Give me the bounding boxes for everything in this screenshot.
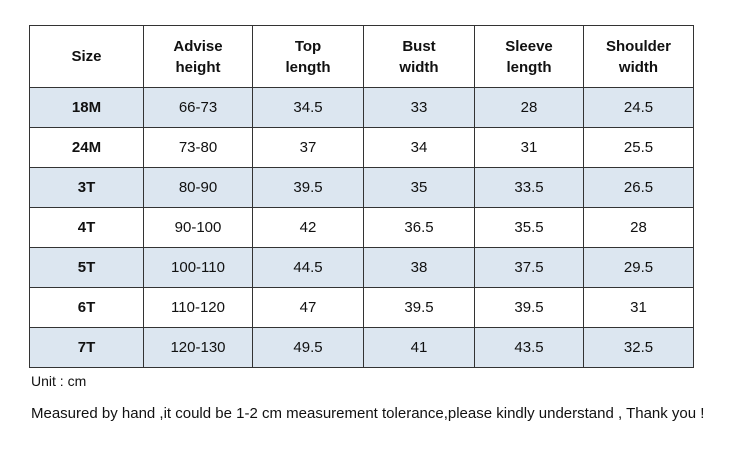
header-cell: Size [29,25,144,88]
data-cell: 41 [363,327,475,368]
data-cell: 36.5 [363,207,475,248]
header-text: height [175,58,221,76]
size-cell: 5T [29,247,144,288]
data-cell: 44.5 [252,247,364,288]
data-cell: 73-80 [143,127,253,168]
header-cell: Shoulder width [583,25,694,88]
data-row: 18M 66-73 34.5 33 28 24.5 [29,87,694,128]
data-cell: 24.5 [583,87,694,128]
data-cell: 38 [363,247,475,288]
data-cell: 28 [583,207,694,248]
data-cell: 90-100 [143,207,253,248]
data-cell: 34 [363,127,475,168]
header-cell: Bust width [363,25,475,88]
data-cell: 47 [252,287,364,328]
header-text: Sleeve [505,37,553,55]
data-cell: 31 [583,287,694,328]
data-cell: 120-130 [143,327,253,368]
data-cell: 39.5 [252,167,364,208]
data-cell: 42 [252,207,364,248]
header-row: Size Advise height Top length Bust width Sleeve… [29,25,694,88]
data-cell: 32.5 [583,327,694,368]
data-cell: 33 [363,87,475,128]
data-cell: 100-110 [143,247,253,288]
data-cell: 35 [363,167,475,208]
data-cell: 43.5 [474,327,584,368]
data-cell: 110-120 [143,287,253,328]
size-cell: 3T [29,167,144,208]
data-row: 3T 80-90 39.5 35 33.5 26.5 [29,167,694,208]
size-cell: 6T [29,287,144,328]
data-row: 4T 90-100 42 36.5 35.5 28 [29,207,694,248]
size-cell: 4T [29,207,144,248]
size-table: Size Advise height Top length Bust width Sleeve… [29,25,694,368]
data-cell: 37.5 [474,247,584,288]
data-cell: 37 [252,127,364,168]
header-cell: Top length [252,25,364,88]
data-row: 7T 120-130 49.5 41 43.5 32.5 [29,327,694,368]
data-row: 5T 100-110 44.5 38 37.5 29.5 [29,247,694,288]
data-row: 6T 110-120 47 39.5 39.5 31 [29,287,694,328]
header-text: Bust [402,37,436,55]
header-text: width [399,58,439,76]
header-text: Size [71,48,102,65]
size-cell: 24M [29,127,144,168]
data-cell: 31 [474,127,584,168]
data-cell: 80-90 [143,167,253,208]
data-cell: 33.5 [474,167,584,208]
header-text: Shoulder [605,37,671,55]
data-cell: 66-73 [143,87,253,128]
disclaimer: Measured by hand ,it could be 1-2 cm mea… [31,405,705,422]
data-cell: 25.5 [583,127,694,168]
data-cell: 28 [474,87,584,128]
header-text: width [618,58,659,76]
data-cell: 49.5 [252,327,364,368]
header-cell: Sleeve length [474,25,584,88]
size-cell: 18M [29,87,144,128]
unit-note: Unit : cm [31,373,87,389]
data-cell: 26.5 [583,167,694,208]
header-text: length [285,58,331,76]
header-text: Advise [173,37,223,55]
data-cell: 34.5 [252,87,364,128]
header-text: Top [294,37,322,55]
data-row: 24M 73-80 37 34 31 25.5 [29,127,694,168]
data-cell: 39.5 [474,287,584,328]
data-cell: 35.5 [474,207,584,248]
header-cell: Advise height [143,25,253,88]
data-cell: 29.5 [583,247,694,288]
header-text: length [506,58,552,76]
size-cell: 7T [29,327,144,368]
data-cell: 39.5 [363,287,475,328]
